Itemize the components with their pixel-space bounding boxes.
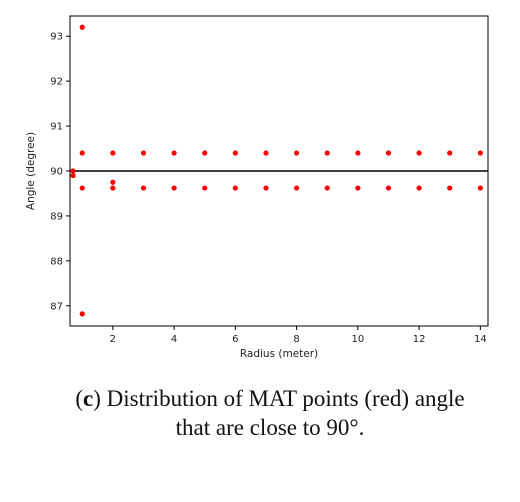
data-point xyxy=(477,150,483,156)
data-points xyxy=(70,24,483,317)
data-point xyxy=(355,185,361,191)
data-point xyxy=(79,185,85,191)
data-point xyxy=(171,150,177,156)
data-point xyxy=(232,150,238,156)
y-axis-label: Angle (degree) xyxy=(25,132,37,210)
data-point xyxy=(263,185,269,191)
data-point xyxy=(140,150,147,156)
y-axis: 87 88 89 90 91 92 93 xyxy=(50,32,70,312)
caption-label: c xyxy=(83,386,94,411)
data-point xyxy=(110,185,116,191)
data-point xyxy=(70,172,76,179)
data-point xyxy=(140,185,147,191)
y-tick-label: 89 xyxy=(50,211,63,222)
data-point xyxy=(79,311,85,317)
y-tick-label: 87 xyxy=(50,301,63,312)
data-point xyxy=(416,185,422,191)
data-point xyxy=(447,150,453,156)
data-point xyxy=(110,179,116,185)
y-tick-label: 92 xyxy=(50,77,63,88)
data-point xyxy=(294,150,300,156)
data-point xyxy=(110,150,116,156)
x-tick-label: 8 xyxy=(293,334,299,345)
data-point xyxy=(324,185,330,191)
y-tick-label: 91 xyxy=(50,122,63,133)
data-point xyxy=(447,185,453,191)
data-point xyxy=(385,185,392,191)
data-point xyxy=(355,150,361,156)
data-point xyxy=(385,150,392,156)
data-point xyxy=(232,185,238,191)
figure-caption: (c) Distribution of MAT points (red) ang… xyxy=(75,386,465,440)
y-tick-label: 88 xyxy=(50,256,63,267)
data-point xyxy=(416,150,422,156)
scatter-chart: 87 88 89 90 91 92 93 2 4 6 8 10 12 14 Radius (meter)… xyxy=(25,15,489,360)
data-point xyxy=(79,150,85,156)
x-tick-label: 14 xyxy=(474,334,487,345)
data-point xyxy=(294,185,300,191)
y-tick-label: 90 xyxy=(50,167,63,178)
x-axis-label: Radius (meter) xyxy=(240,348,318,360)
x-tick-label: 6 xyxy=(232,334,238,345)
data-point xyxy=(79,24,85,30)
x-tick-label: 10 xyxy=(351,334,364,345)
data-point xyxy=(70,168,76,174)
x-axis: 2 4 6 8 10 12 14 xyxy=(110,326,487,345)
data-point xyxy=(171,185,177,191)
caption-text: ) Distribution of MAT points (red) angle… xyxy=(93,386,465,440)
y-tick-label: 93 xyxy=(50,32,63,43)
data-point xyxy=(324,150,330,156)
x-tick-label: 12 xyxy=(413,334,426,345)
x-tick-label: 2 xyxy=(110,334,116,345)
data-point xyxy=(477,185,483,191)
data-point xyxy=(263,150,269,156)
data-point xyxy=(202,185,208,191)
data-point xyxy=(202,150,208,156)
x-tick-label: 4 xyxy=(171,334,177,345)
